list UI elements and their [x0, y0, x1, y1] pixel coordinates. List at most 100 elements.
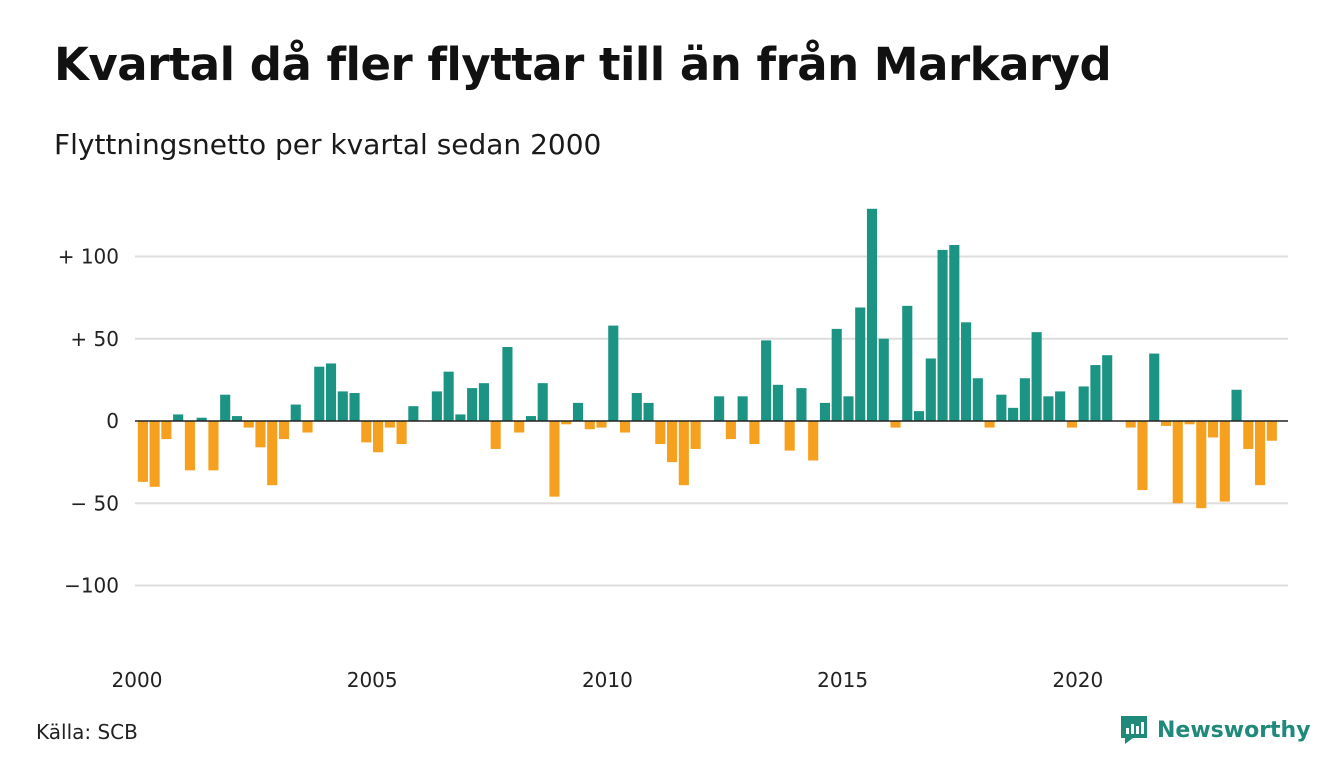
- bar: 2001 K4: 16: [220, 394, 231, 421]
- bar: 2003 K1: -11: [278, 421, 290, 440]
- bar: 2019 K4: -4: [1066, 421, 1077, 428]
- bar: 2007 K3: -17: [490, 421, 501, 449]
- bar: 2016 K4: 38: [925, 358, 936, 421]
- bar: 2021 K1: -4: [1125, 421, 1136, 428]
- bar: 2004 K2: 18: [337, 391, 348, 421]
- bar: 2004 K1: 35: [325, 363, 337, 422]
- bar: 2018 K1: -4: [984, 421, 995, 428]
- bar: 2014 K1: 20: [796, 388, 807, 421]
- bar: 2022 K3: -53: [1196, 421, 1207, 509]
- bar: 2019 K3: 18: [1055, 391, 1066, 421]
- bar: 2023 K1: -49: [1219, 421, 1230, 502]
- bar: 2010 K3: 17: [631, 393, 642, 421]
- bar: 2005 K2: -4: [384, 421, 395, 428]
- bar: 2014 K4: 56: [831, 328, 842, 421]
- bar: 2012 K2: 15: [714, 396, 725, 421]
- x-tick-label: 2010: [582, 668, 633, 692]
- bar: 2023 K4: -39: [1255, 421, 1266, 486]
- bar: 2022 K4: -10: [1207, 421, 1219, 438]
- bar: 2000 K3: -11: [161, 421, 172, 440]
- bar: 2005 K4: 9: [408, 406, 419, 421]
- bar: 2019 K2: 15: [1043, 396, 1054, 421]
- x-axis-tick-labels: 2000 2005 2010 2015 2020: [112, 668, 1104, 692]
- y-tick-label: + 50: [70, 327, 119, 351]
- bar: 2015 K4: 50: [878, 338, 889, 421]
- bar: 2024 K1: -12: [1266, 421, 1277, 441]
- bar: 2013 K1: -14: [749, 421, 760, 445]
- bar: 2019 K1: 54: [1031, 332, 1042, 421]
- bar: 2015 K2: 69: [855, 307, 866, 421]
- bar: 2001 K2: 2: [196, 417, 207, 421]
- bar: 2021 K3: 41: [1149, 353, 1160, 422]
- bar: 2020 K2: 34: [1090, 365, 1101, 421]
- bar: 2022 K2: -2: [1184, 421, 1195, 425]
- x-tick-label: 2020: [1052, 668, 1103, 692]
- bar: 2007 K4: 45: [502, 346, 513, 422]
- bar: 2015 K3: 129: [866, 208, 878, 421]
- bar: 2022 K1: -50: [1172, 421, 1183, 504]
- bar: 2009 K1: -2: [561, 421, 572, 425]
- bar: 2012 K4: 15: [737, 396, 748, 421]
- bar: 2021 K2: -42: [1137, 421, 1148, 491]
- y-tick-label: + 100: [58, 245, 119, 269]
- bar: 2017 K4: 26: [972, 378, 983, 421]
- bar: 2010 K2: -7: [619, 421, 631, 433]
- bar: 2002 K4: -39: [267, 421, 278, 486]
- bar: 2020 K3: 40: [1102, 355, 1113, 421]
- y-tick-label: −100: [64, 574, 119, 598]
- bar: 2013 K4: -18: [784, 421, 795, 451]
- bar: 2008 K1: -7: [514, 421, 525, 433]
- bar: 2012 K3: -11: [725, 421, 736, 440]
- bar: 2000 K2: -40: [149, 421, 160, 487]
- bar: 2004 K4: -13: [361, 421, 372, 443]
- bar: 2006 K3: 30: [443, 371, 454, 421]
- x-tick-label: 2005: [347, 668, 398, 692]
- bar: 2008 K3: 23: [537, 383, 548, 422]
- bar-chart-logo-icon: [1121, 716, 1147, 744]
- bar: 2001 K3: -30: [208, 421, 219, 471]
- chart-subtitle: Flyttningsnetto per kvartal sedan 2000: [54, 128, 602, 161]
- bar: 2021 K4: -3: [1160, 421, 1172, 426]
- bar: 2018 K3: 8: [1008, 407, 1019, 421]
- bar: 2008 K4: -46: [549, 421, 560, 497]
- bar: 2010 K1: 58: [608, 325, 619, 421]
- bar: 2017 K1: 104: [937, 249, 948, 421]
- bar: 2002 K2: -4: [243, 421, 254, 428]
- bar: 2013 K3: 22: [772, 384, 783, 421]
- bar: 2023 K2: 19: [1231, 389, 1242, 421]
- bar: 2016 K3: 6: [913, 411, 925, 421]
- bar: 2007 K2: 23: [478, 383, 489, 422]
- bar: 2011 K2: -25: [667, 421, 678, 463]
- brand-name: Newsworthy: [1157, 717, 1311, 743]
- chart-title: Kvartal då fler flyttar till än från Mar…: [54, 38, 1112, 91]
- bar: 2020 K1: 21: [1078, 386, 1089, 421]
- bar-chart: + 100 + 50 0 − 50 −100 2000 K1: -372000 K2: …: [58, 208, 1288, 692]
- brand-logo: Newsworthy: [1119, 714, 1311, 746]
- bar: 2023 K3: -17: [1243, 421, 1254, 449]
- bar: 2009 K4: -4: [596, 421, 607, 428]
- bar: 2010 K4: 11: [643, 402, 654, 421]
- y-tick-label: 0: [106, 409, 119, 433]
- bar: 2016 K1: -4: [890, 421, 901, 428]
- bar: 2003 K2: 10: [290, 404, 301, 421]
- bar: 2002 K1: 3: [231, 416, 243, 421]
- bar: 2014 K3: 11: [819, 402, 831, 421]
- bar: 2017 K2: 107: [949, 244, 960, 421]
- bar: 2002 K3: -16: [255, 421, 266, 448]
- bar: 2011 K4: -17: [690, 421, 701, 449]
- bar: 2018 K2: 16: [996, 394, 1007, 421]
- bar: 2015 K1: 15: [843, 396, 854, 421]
- bar: 2004 K3: 17: [349, 393, 360, 421]
- bar: 2005 K1: -19: [373, 421, 384, 453]
- bar: 2011 K1: -14: [655, 421, 666, 445]
- bar: 2016 K2: 70: [902, 305, 913, 421]
- bar: 2000 K4: 4: [173, 414, 184, 421]
- y-axis-tick-labels: + 100 + 50 0 − 50 −100: [58, 245, 119, 598]
- bar: 2006 K2: 18: [431, 391, 442, 421]
- bar: 2003 K3: -7: [302, 421, 313, 433]
- bar: 2008 K2: 3: [525, 416, 537, 421]
- bars: 2000 K1: -372000 K2: -402000 K3: -112000…: [137, 208, 1277, 509]
- bar: 2005 K3: -14: [396, 421, 407, 445]
- bar: 2018 K4: 26: [1019, 378, 1030, 421]
- source-note: Källa: SCB: [36, 720, 138, 744]
